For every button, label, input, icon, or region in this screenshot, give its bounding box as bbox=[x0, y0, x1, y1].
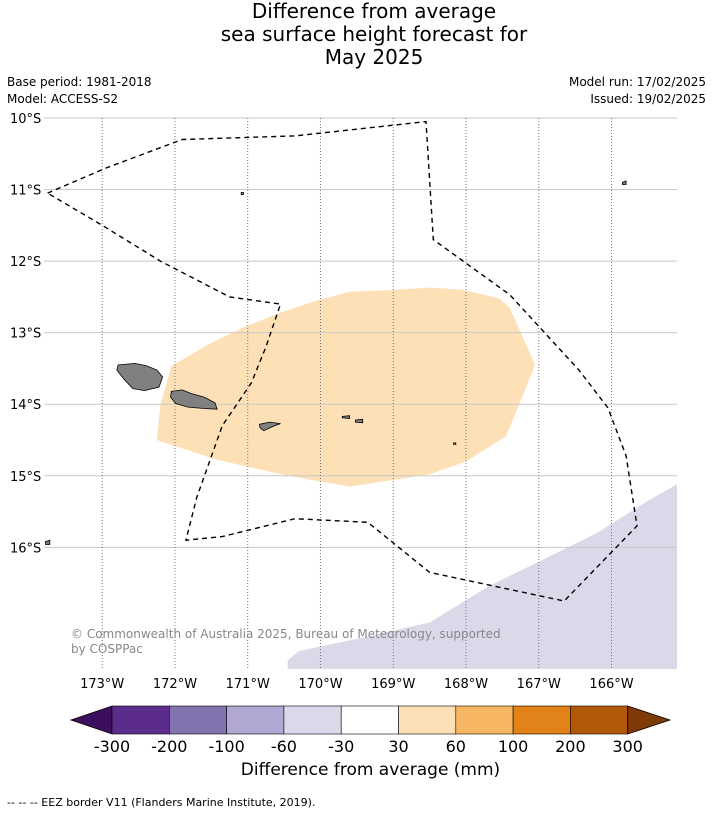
latitude-label: 16°S bbox=[10, 541, 41, 556]
colorbar-tick-label: -300 bbox=[94, 737, 130, 756]
title-line-1: Difference from average bbox=[251, 0, 497, 23]
eez-border bbox=[47, 120, 638, 602]
anomaly-regions bbox=[156, 287, 677, 669]
latitude-label: 14°S bbox=[10, 398, 41, 413]
colorbar-segment bbox=[226, 705, 285, 735]
island bbox=[258, 421, 281, 432]
latitude-label: 15°S bbox=[10, 470, 41, 485]
colorbar-tick-label: -200 bbox=[151, 737, 187, 756]
map-title: Difference from average sea surface heig… bbox=[0, 0, 713, 69]
copyright-line-1: © Commonwealth of Australia 2025, Bureau… bbox=[71, 627, 501, 641]
island bbox=[453, 442, 457, 445]
island bbox=[170, 389, 218, 410]
title-line-3: May 2025 bbox=[324, 45, 424, 69]
colorbar-segment bbox=[455, 705, 514, 735]
island bbox=[116, 362, 164, 392]
longitude-label: 167°W bbox=[517, 677, 561, 692]
colorbar-segment bbox=[570, 705, 629, 735]
graticule bbox=[44, 117, 677, 669]
anomaly-region-1 bbox=[287, 484, 677, 669]
latitude-label: 12°S bbox=[10, 255, 41, 270]
island bbox=[622, 180, 627, 185]
colorbar-tick-label: -30 bbox=[328, 737, 354, 756]
colorbar-tick-label: 200 bbox=[555, 737, 586, 756]
longitude-label: 169°W bbox=[371, 677, 415, 692]
latitude-label: 10°S bbox=[10, 112, 41, 127]
meta-left: Base period: 1981-2018 Model: ACCESS-S2 bbox=[7, 74, 152, 108]
copyright-line-2: by COSPPac bbox=[71, 642, 143, 656]
colorbar: -300 -200 -100 -60 -30 30 60 100 200 300 bbox=[69, 705, 672, 756]
longitude-label: 173°W bbox=[80, 677, 124, 692]
land-masses bbox=[45, 180, 627, 545]
longitude-label: 168°W bbox=[444, 677, 488, 692]
colorbar-segment bbox=[398, 705, 457, 735]
model-name: Model: ACCESS-S2 bbox=[7, 92, 119, 106]
colorbar-tick-label: -100 bbox=[208, 737, 244, 756]
colorbar-segment bbox=[340, 705, 399, 735]
base-period: Base period: 1981-2018 bbox=[7, 75, 152, 89]
island bbox=[45, 539, 51, 545]
longitude-label: 170°W bbox=[298, 677, 342, 692]
island bbox=[341, 415, 351, 419]
colorbar-tick-label: -60 bbox=[271, 737, 297, 756]
colorbar-segment bbox=[283, 705, 342, 735]
eez-border-layer bbox=[47, 120, 638, 602]
axis-labels: 10°S 11°S 12°S 13°S 14°S 15°S 16°S 173°W 172°W 17… bbox=[10, 112, 634, 692]
colorbar-segment bbox=[111, 705, 170, 735]
colorbar-tick-label: 30 bbox=[388, 737, 408, 756]
colorbar-extension-low bbox=[69, 705, 113, 735]
colorbar-tick-label: 300 bbox=[612, 737, 643, 756]
anomaly-region-0 bbox=[156, 287, 536, 487]
latitude-label: 11°S bbox=[10, 184, 41, 199]
colorbar-segment bbox=[169, 705, 227, 735]
colorbar-tick-label: 100 bbox=[498, 737, 529, 756]
colorbar-segment bbox=[512, 705, 571, 735]
longitude-label: 172°W bbox=[153, 677, 197, 692]
eez-footnote: -- -- -- EEZ border V11 (Flanders Marine… bbox=[7, 796, 316, 809]
latitude-label: 13°S bbox=[10, 327, 41, 342]
issued-date: Issued: 19/02/2025 bbox=[590, 92, 706, 106]
island bbox=[354, 418, 364, 424]
island bbox=[240, 191, 244, 196]
model-run: Model run: 17/02/2025 bbox=[568, 75, 706, 89]
colorbar-tick-label: 60 bbox=[446, 737, 466, 756]
longitude-label: 166°W bbox=[589, 677, 633, 692]
meta-right: Model run: 17/02/2025 Issued: 19/02/2025 bbox=[569, 74, 706, 108]
longitude-label: 171°W bbox=[226, 677, 270, 692]
title-line-2: sea surface height forecast for bbox=[220, 22, 528, 46]
colorbar-label: Difference from average (mm) bbox=[240, 760, 501, 780]
colorbar-extension-high bbox=[627, 705, 672, 735]
